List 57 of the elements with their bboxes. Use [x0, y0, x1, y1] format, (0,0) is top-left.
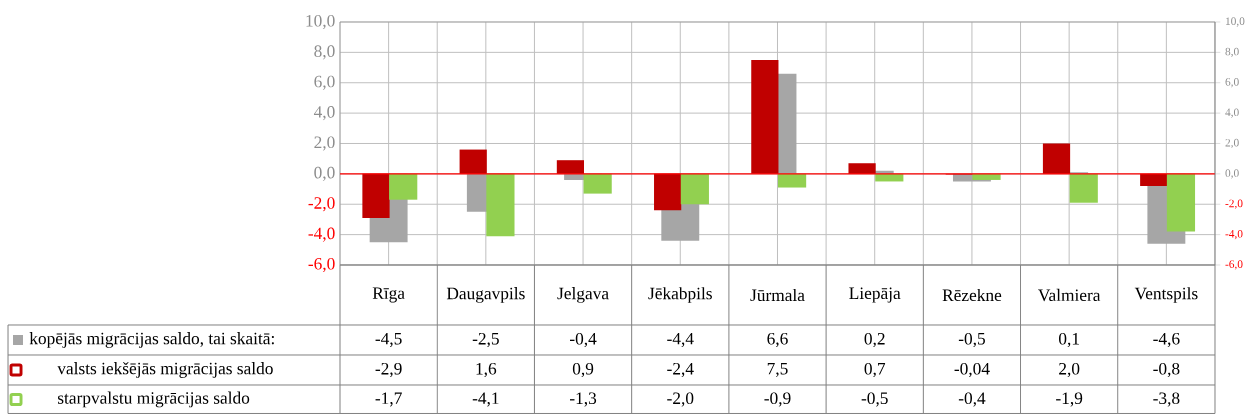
- data-label: -0,9: [764, 392, 791, 407]
- y2-tick-label: 6,0: [1225, 78, 1239, 88]
- y2-tick-label: 8,0: [1225, 47, 1239, 57]
- x-tick-label: Rēzekne: [942, 288, 1002, 302]
- x-tick-label: Valmiera: [1038, 288, 1101, 302]
- y-tick-label: -2,0: [308, 197, 335, 212]
- data-label: -2,4: [667, 362, 694, 378]
- data-label: -4,6: [1153, 332, 1180, 348]
- legend-label: starpvalstu migrācijas saldo: [58, 391, 250, 408]
- y-tick-label: -6,0: [308, 257, 335, 273]
- data-label: -0,4: [958, 392, 986, 407]
- data-label: 0,2: [864, 332, 885, 348]
- y2-tick-label: -6,0: [1225, 260, 1243, 270]
- data-label: 0,1: [1059, 332, 1079, 348]
- x-tick-label: Jelgava: [557, 287, 609, 303]
- data-label: -0,8: [1153, 362, 1180, 378]
- data-label: -0,4: [569, 332, 597, 348]
- x-tick-label: Daugavpils: [446, 287, 525, 303]
- y2-tick-label: -4,0: [1225, 229, 1243, 240]
- y2-tick-label: 0,0: [1225, 169, 1239, 179]
- legend-label: valsts iekšējās migrācijas saldo: [57, 362, 273, 378]
- data-label: 0,7: [864, 362, 886, 378]
- y-tick-label: 6,0: [314, 75, 335, 90]
- data-label: -0,5: [861, 392, 888, 407]
- data-label: -4,5: [375, 332, 402, 348]
- data-label: -2,9: [375, 362, 402, 378]
- y-tick-label: 8,0: [314, 45, 335, 60]
- data-label: 6,6: [767, 332, 788, 348]
- data-label: 0,9: [572, 362, 594, 378]
- data-label: -0,04: [954, 362, 990, 378]
- data-label: -2,0: [667, 392, 694, 407]
- data-label: -4,1: [472, 392, 499, 407]
- y2-tick-label: -2,0: [1225, 199, 1243, 209]
- x-tick-label: Rīga: [372, 287, 405, 303]
- y-tick-label: 4,0: [313, 106, 335, 121]
- data-label: -2,5: [472, 332, 499, 348]
- y-tick-label: 2,0: [314, 136, 335, 151]
- data-label: -1,7: [375, 392, 402, 407]
- y2-tick-label: 4,0: [1225, 108, 1239, 118]
- x-tick-label: Jēkabpils: [648, 287, 712, 303]
- y2-tick-label: 2,0: [1225, 138, 1239, 149]
- y-tick-label: 0,0: [314, 166, 335, 181]
- legend-label: kopējās migrācijas saldo, tai skaitā:: [29, 332, 274, 348]
- data-label: 2,0: [1059, 362, 1080, 378]
- data-label: -1,9: [1056, 392, 1083, 407]
- data-label: -1,3: [569, 392, 597, 407]
- y-tick-label: -4,0: [308, 227, 335, 242]
- data-label: 7,5: [767, 362, 788, 377]
- x-tick-label: Liepāja: [849, 287, 901, 303]
- x-tick-label: Jūrmala: [750, 288, 805, 302]
- x-tick-label: Ventspils: [1134, 287, 1198, 303]
- y2-tick-label: 10,0: [1226, 17, 1245, 27]
- data-label: -0,5: [958, 332, 985, 348]
- data-label: -3,8: [1153, 392, 1180, 407]
- data-label: 1,6: [476, 362, 497, 378]
- y-tick-label: 10,0: [306, 14, 335, 30]
- data-label: -4,4: [667, 332, 694, 348]
